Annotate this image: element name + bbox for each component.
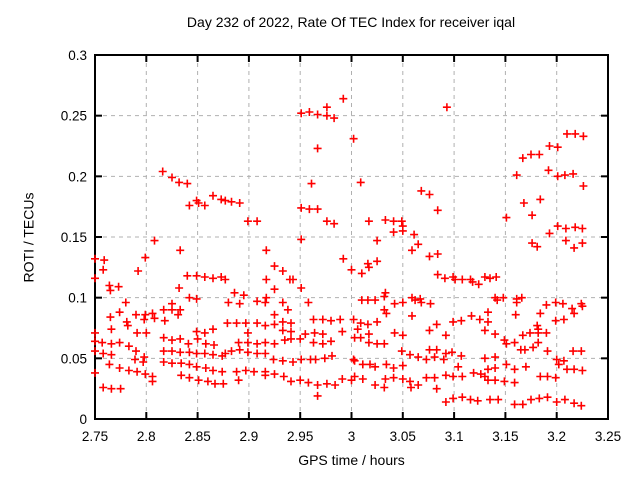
y-tick-label: 0.25 — [61, 109, 87, 124]
y-tick-label: 0.3 — [68, 48, 87, 63]
y-axis-label: ROTI / TECUs — [20, 192, 37, 283]
x-tick-label: 3.05 — [390, 429, 416, 444]
x-axis-label: GPS time / hours — [298, 452, 405, 468]
y-tick-label: 0.1 — [68, 291, 87, 306]
chart-title: Day 232 of 2022, Rate Of TEC Index for r… — [186, 14, 516, 30]
y-tick-label: 0.05 — [61, 351, 87, 366]
x-tick-label: 2.9 — [240, 429, 259, 444]
x-tick-label: 3.2 — [547, 429, 566, 444]
y-tick-label: 0.15 — [61, 230, 87, 245]
x-tick-label: 3.1 — [445, 429, 464, 444]
scatter-points — [91, 94, 588, 410]
x-tick-label: 2.95 — [287, 429, 313, 444]
x-tick-label: 2.75 — [82, 429, 108, 444]
y-tick-label: 0 — [79, 412, 87, 427]
x-tick-label: 2.85 — [184, 429, 210, 444]
x-tick-label: 3 — [348, 429, 356, 444]
x-tick-label: 3.25 — [595, 429, 621, 444]
x-tick-label: 2.8 — [137, 429, 156, 444]
y-tick-label: 0.2 — [68, 169, 87, 184]
x-tick-label: 3.15 — [492, 429, 518, 444]
